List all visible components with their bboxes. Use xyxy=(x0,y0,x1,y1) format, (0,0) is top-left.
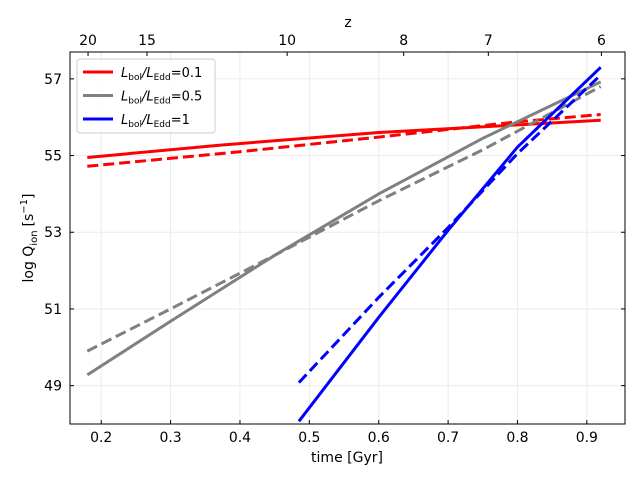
series-solid-line xyxy=(297,66,602,423)
x-tick-label: 0.3 xyxy=(159,430,181,446)
y-tick-label: 51 xyxy=(44,302,62,318)
y-tick-label: 55 xyxy=(44,149,62,165)
top-tick-label: 8 xyxy=(399,33,408,49)
series-dashed-line xyxy=(297,73,602,384)
legend-label: Lbol/LEdd=0.1 xyxy=(121,66,202,83)
series-solid-line xyxy=(86,80,602,377)
x-tick-label: 0.4 xyxy=(229,430,251,446)
series-dashed-line xyxy=(87,113,601,168)
plot-frame xyxy=(69,51,626,425)
legend-box xyxy=(76,58,216,134)
y-tick-label: 57 xyxy=(44,72,62,88)
top-tick-label: 10 xyxy=(278,33,296,49)
top-tick-label: 15 xyxy=(138,33,156,49)
legend: Lbol/LEdd=0.1 Lbol/LEdd=0.5 Lbol/LEdd=1 xyxy=(76,58,216,134)
y-axis-label: log Qion[s−1] xyxy=(19,193,40,282)
x-axis-label: time [Gyr] xyxy=(311,450,383,466)
x-tick-label: 0.8 xyxy=(506,430,528,446)
series-solid-line xyxy=(87,118,601,159)
top-tick-label: 6 xyxy=(597,33,606,49)
series-dashed-line xyxy=(86,85,602,353)
legend-label: Lbol/LEdd=1 xyxy=(121,113,190,130)
y-tick-label: 53 xyxy=(44,225,62,241)
legend-label: Lbol/LEdd=0.5 xyxy=(121,90,202,107)
y-tick-label: 49 xyxy=(44,379,62,395)
top-tick-label: 7 xyxy=(484,33,493,49)
x-tick-label: 0.5 xyxy=(298,430,320,446)
x-tick-label: 0.6 xyxy=(368,430,390,446)
top-axis-label: z xyxy=(344,15,351,31)
top-axis-ticks: 20 15 10 8 7 6 xyxy=(79,33,606,56)
x-tick-label: 0.7 xyxy=(437,430,459,446)
x-tick-label: 0.2 xyxy=(90,430,112,446)
grid xyxy=(70,52,625,424)
y-axis-ticks: 49 51 53 55 57 xyxy=(44,72,625,395)
x-tick-label: 0.9 xyxy=(576,430,598,446)
top-tick-label: 20 xyxy=(79,33,97,49)
x-axis-ticks: 0.2 0.3 0.4 0.5 0.6 0.7 0.8 0.9 xyxy=(90,420,598,446)
plot-lines xyxy=(86,66,602,423)
